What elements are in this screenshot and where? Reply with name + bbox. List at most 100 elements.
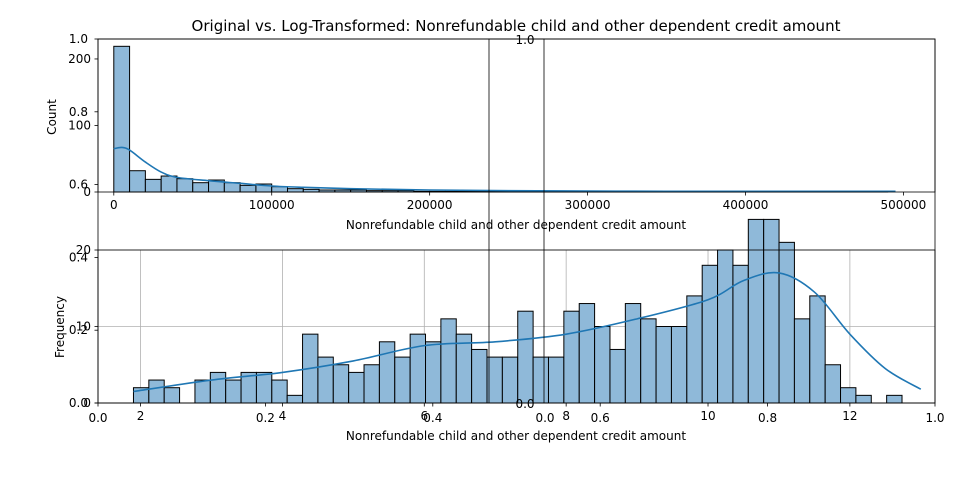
overlay-x-tick-label: 0.2 (256, 411, 275, 425)
bot-y-tick-label: 20 (76, 243, 91, 257)
top-histogram-bar (113, 45, 131, 193)
figure-title: Original vs. Log-Transformed: Nonrefunda… (192, 17, 841, 35)
bot-histogram-bar (148, 379, 165, 404)
overlay-y-ticks: 0.0 0.2 0.4 0.6 0.8 1.0 (69, 32, 98, 410)
bot-histogram-bar (425, 341, 442, 404)
bot-histogram-bar (563, 310, 580, 404)
top-histogram-bar (176, 178, 194, 193)
bot-histogram-bar (394, 356, 411, 404)
bot-histogram-bar (532, 356, 549, 404)
bottom-y-axis-label: Frequency (53, 296, 67, 358)
bot-histogram-bar (840, 387, 857, 404)
bot-histogram-bar (317, 356, 334, 404)
overlay-y-tick-label: 1.0 (69, 32, 88, 46)
inner-y-tick-label: 0.0 (515, 397, 534, 411)
top-x-axis-label: Nonrefundable child and other dependent … (346, 218, 686, 232)
top-y-tick-label: 100 (68, 118, 91, 132)
bot-histogram-bar (194, 379, 211, 404)
bot-histogram-bar (855, 394, 872, 404)
bot-y-tick-label: 0 (83, 396, 91, 410)
bot-x-tick-label: 8 (562, 409, 570, 423)
bot-histogram-bar (824, 364, 842, 404)
bot-histogram-bar (701, 264, 719, 404)
top-histogram-bar (160, 175, 178, 193)
overlay-x-tick-label: 0.8 (758, 411, 777, 425)
top-kde-line (113, 146, 896, 193)
inner-y-tick-label: 1.0 (515, 33, 534, 47)
top-x-tick-label: 0 (110, 198, 118, 212)
overlay-x-tick-label: 0.6 (591, 411, 610, 425)
top-histogram-bar (144, 178, 162, 193)
bot-histogram-bar (455, 333, 473, 404)
top-histogram-bar (129, 170, 146, 193)
overlay-x-tick-label: 0.4 (423, 411, 442, 425)
bot-histogram-bar (763, 218, 780, 404)
bot-histogram-bar (594, 326, 611, 404)
top-x-tick-label: 500000 (881, 198, 927, 212)
top-axes-frame (97, 38, 936, 193)
top-histogram-bar (287, 188, 304, 193)
inner-x-tick-label: 0.0 (535, 411, 554, 425)
bot-x-tick-label: 10 (700, 409, 715, 423)
top-y-ticks: 0 100 200 (68, 52, 98, 199)
bottom-x-axis-label: Nonrefundable child and other dependent … (346, 429, 686, 443)
inner-axes-ticks: 0.0 1.0 0.0 (515, 33, 554, 425)
bot-histogram-bar (348, 371, 365, 404)
overlay-y-tick-label: 0.0 (69, 396, 88, 410)
bot-histogram-bar (209, 371, 227, 404)
top-y-tick-label: 200 (68, 52, 91, 66)
overlay-axes: 0.0 0.2 0.4 0.6 0.8 1.0 0.0 0.2 0.4 0.6 0.8 1.0 0.… (69, 32, 945, 425)
bot-histogram-bar (363, 364, 380, 404)
bot-histogram-bar (286, 394, 304, 404)
bot-x-tick-label: 4 (279, 409, 287, 423)
bot-histogram-bar (778, 241, 795, 404)
bottom-chart: 2 4 6 8 10 12 0 10 20 Nonrefundable child and o… (53, 218, 935, 443)
bot-histogram-bar (578, 303, 596, 404)
bot-x-tick-label: 6 (420, 409, 428, 423)
top-histogram-bar (192, 182, 210, 193)
bot-histogram-bar (809, 295, 826, 404)
bot-histogram-bar (670, 326, 688, 404)
bot-histogram-bar (717, 249, 734, 404)
bot-histogram-bar (547, 356, 565, 404)
bot-histogram-bar (686, 295, 703, 404)
bot-histogram-bar (471, 348, 488, 404)
top-x-tick-label: 100000 (249, 198, 295, 212)
bot-x-tick-label: 12 (842, 409, 857, 423)
bot-histogram-bar (255, 371, 273, 404)
overlay-x-tick-label: 0.0 (88, 411, 107, 425)
bottom-axes-frame (97, 249, 936, 404)
overlay-y-tick-label: 0.8 (69, 105, 88, 119)
bot-histogram-bar (225, 379, 242, 404)
bot-histogram-bar (517, 310, 534, 404)
bot-histogram-bar (378, 341, 396, 404)
overlay-y-tick-label: 0.6 (69, 178, 88, 192)
bot-histogram-bar (732, 264, 749, 404)
top-x-ticks: 0 100000 200000 300000 400000 500000 (110, 192, 926, 212)
bottom-x-ticks: 2 4 6 8 10 12 (137, 403, 858, 423)
bot-histogram-bar (440, 318, 457, 404)
top-x-tick-label: 300000 (565, 198, 611, 212)
bot-histogram-bar (886, 394, 903, 404)
bot-histogram-bar (793, 318, 811, 404)
bot-histogram-bar (747, 218, 765, 404)
bot-x-tick-label: 2 (137, 409, 145, 423)
top-histogram-bar (223, 182, 241, 193)
bottom-kde-line (133, 271, 922, 393)
overlay-x-ticks: 0.0 0.2 0.4 0.6 0.8 1.0 (88, 403, 945, 425)
bot-histogram-bar (409, 333, 427, 404)
overlay-y-tick-label: 0.4 (69, 250, 88, 264)
overlay-x-tick-label: 1.0 (925, 411, 944, 425)
bot-histogram-bar (163, 387, 181, 404)
top-x-tick-label: 400000 (723, 198, 769, 212)
top-chart: 0 100000 200000 300000 400000 500000 0100200 … (45, 45, 926, 232)
top-x-tick-label: 200000 (407, 198, 453, 212)
top-y-tick-label: 0 (83, 185, 91, 199)
bot-histogram-bar (332, 364, 350, 404)
bottom-y-ticks: 0 10 20 (76, 243, 98, 410)
bot-histogram-bar (655, 326, 672, 404)
bot-histogram-bar (271, 379, 288, 404)
overlay-y-tick-label: 0.2 (69, 323, 88, 337)
bot-y-tick-label: 10 (76, 320, 91, 334)
